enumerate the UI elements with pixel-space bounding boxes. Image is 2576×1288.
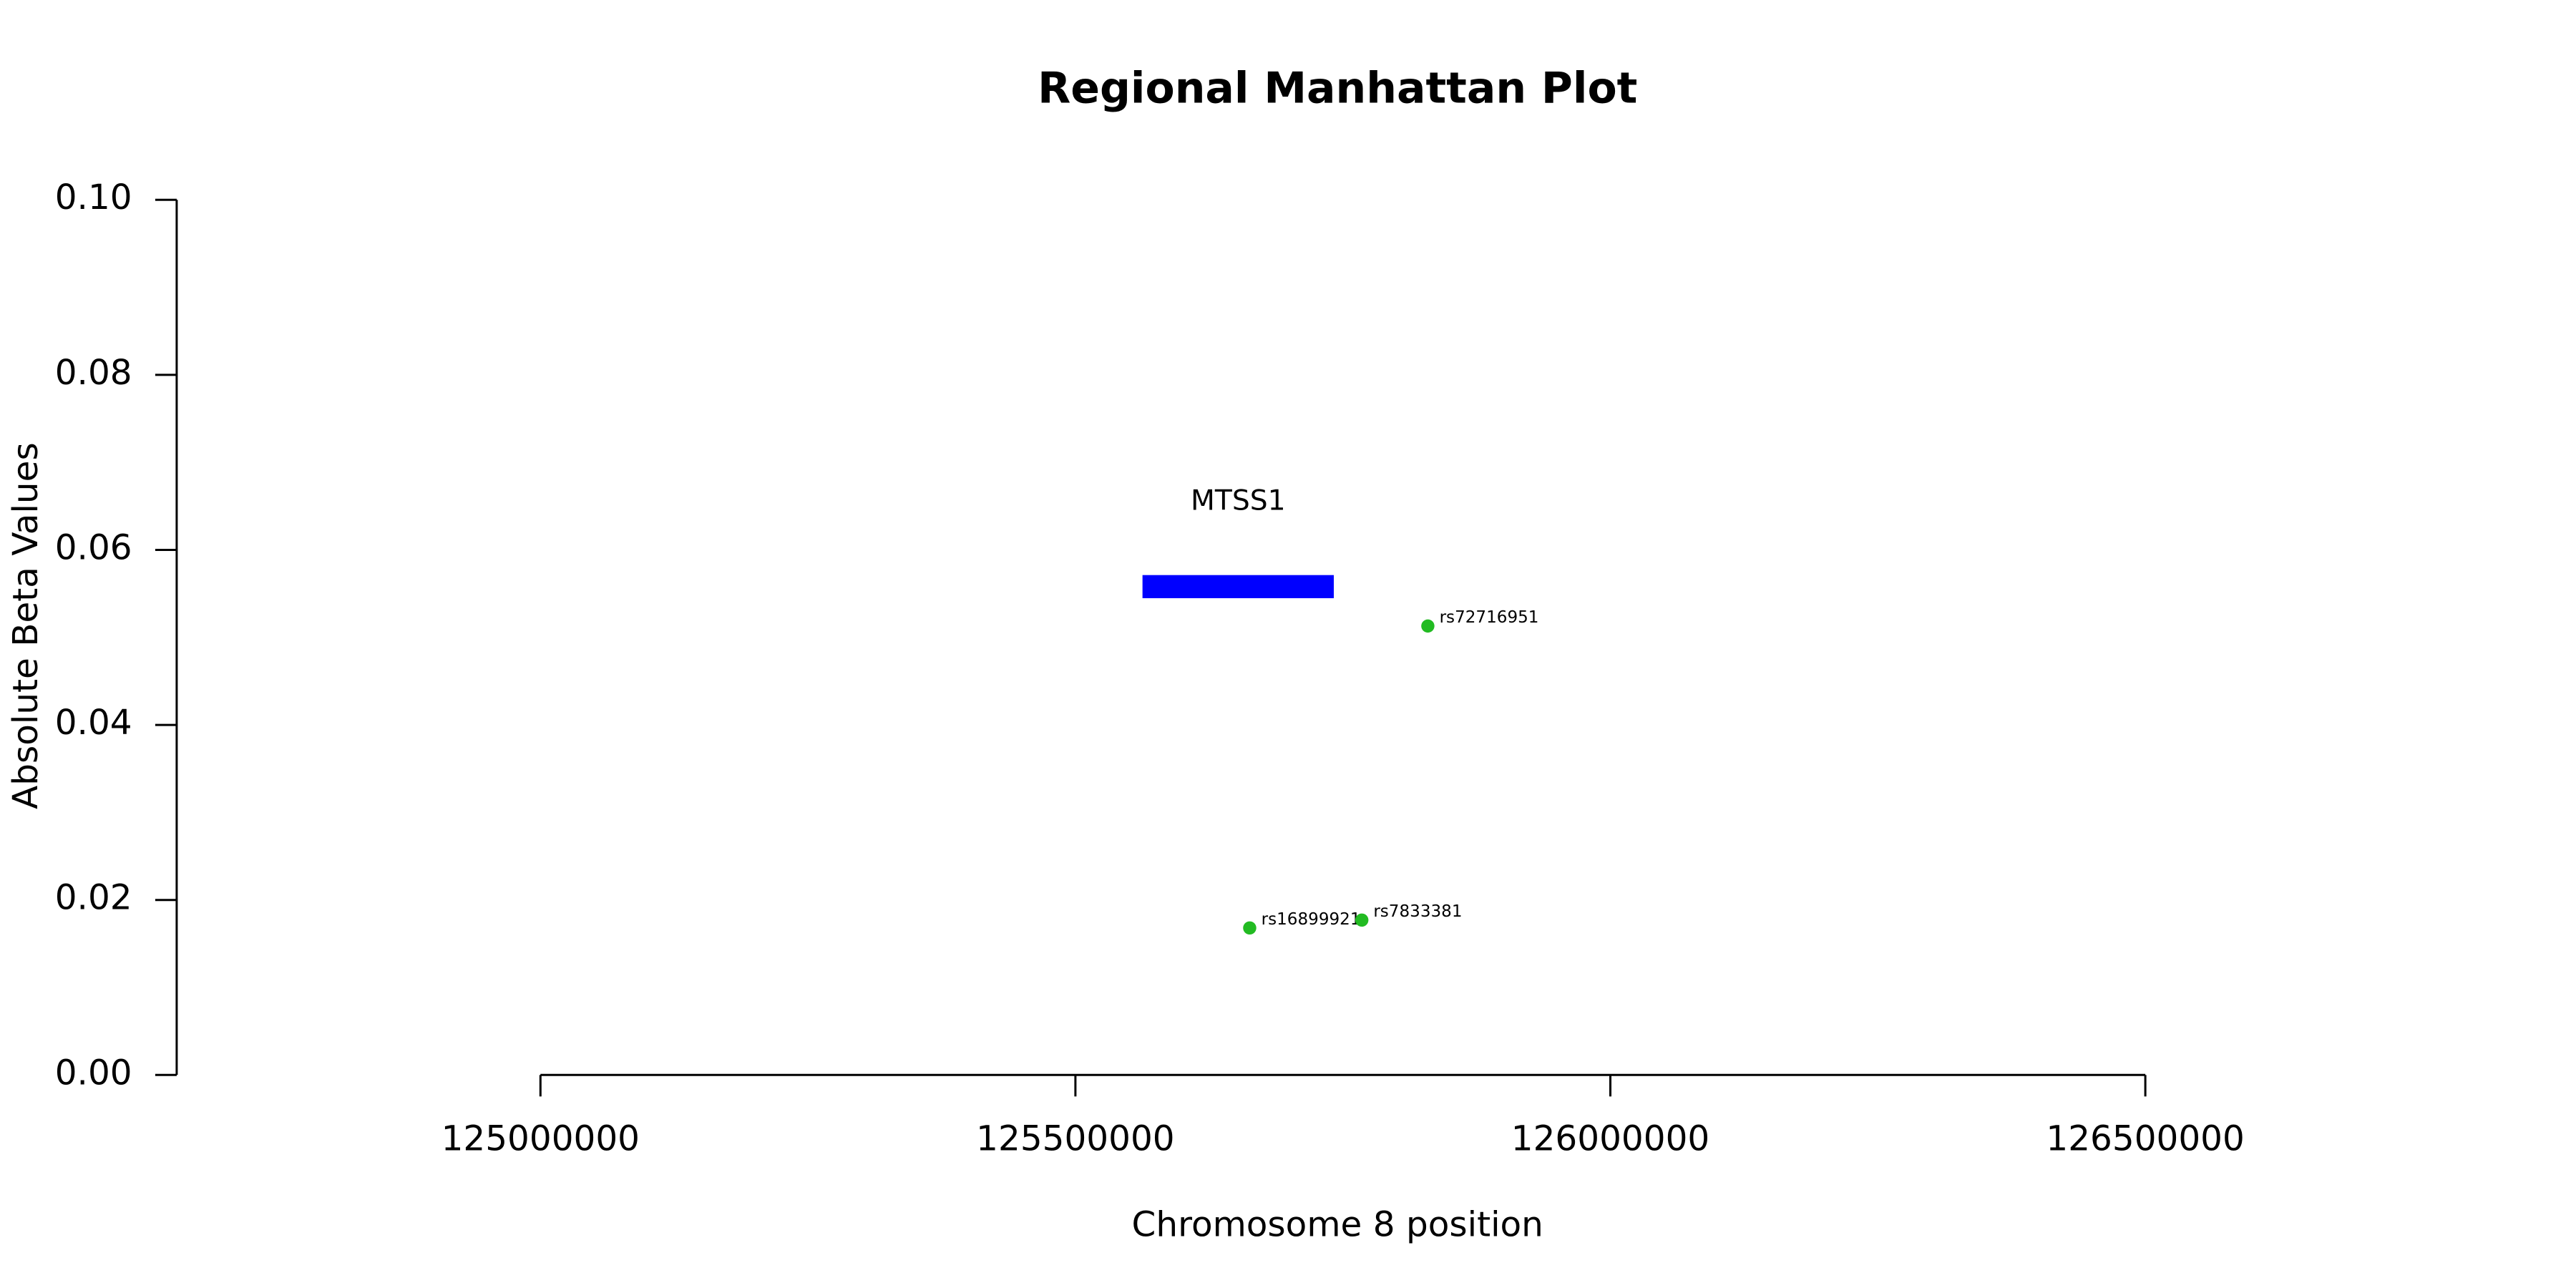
gene-label: MTSS1 bbox=[1191, 485, 1286, 517]
snp-point bbox=[1243, 921, 1257, 935]
y-tick-label: 0.08 bbox=[55, 353, 132, 393]
snp-point bbox=[1355, 913, 1369, 927]
gene-bar bbox=[1142, 575, 1334, 598]
x-tick-label: 125000000 bbox=[441, 1119, 640, 1159]
y-tick-label: 0.06 bbox=[55, 527, 132, 567]
x-tick-label: 126000000 bbox=[1511, 1119, 1709, 1159]
x-tick-label: 125500000 bbox=[976, 1119, 1174, 1159]
y-axis-title: Absolute Beta Values bbox=[6, 442, 46, 809]
y-tick-label: 0.00 bbox=[55, 1053, 132, 1093]
x-tick-label: 126500000 bbox=[2046, 1119, 2244, 1159]
y-tick-label: 0.10 bbox=[55, 177, 132, 218]
y-tick-label: 0.02 bbox=[55, 878, 132, 918]
y-tick-label: 0.04 bbox=[55, 703, 132, 743]
snp-label: rs7833381 bbox=[1373, 902, 1462, 921]
snp-point bbox=[1421, 619, 1435, 633]
snp-label: rs16899921 bbox=[1262, 910, 1361, 929]
x-axis-title: Chromosome 8 position bbox=[1132, 1205, 1543, 1245]
chart-title: Regional Manhattan Plot bbox=[1038, 64, 1637, 114]
snp-label: rs72716951 bbox=[1440, 608, 1539, 627]
